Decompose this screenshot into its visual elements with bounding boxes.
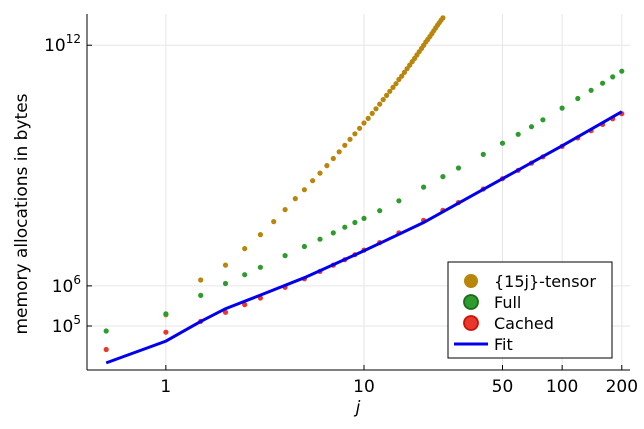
- data-point: [361, 215, 367, 221]
- y-tick-label: 1012: [44, 32, 81, 56]
- data-point: [301, 187, 307, 193]
- y-tick-label: 106: [52, 273, 81, 297]
- y-axis-label: memory allocations in bytes: [12, 93, 32, 334]
- data-point: [271, 219, 277, 225]
- legend-marker: [464, 274, 478, 288]
- data-point: [600, 80, 606, 86]
- data-point: [575, 95, 581, 102]
- tick-labels: 1 10 50 100 200 105 106 1012: [44, 32, 638, 397]
- data-point: [242, 246, 248, 252]
- data-point: [324, 163, 330, 169]
- data-point: [352, 219, 358, 226]
- legend-label: Full: [494, 293, 521, 312]
- legend-marker: [463, 315, 479, 331]
- data-point: [317, 170, 323, 176]
- x-tick-label: 50: [492, 377, 514, 397]
- data-point: [242, 302, 248, 308]
- data-point: [198, 292, 204, 298]
- data-point: [440, 15, 446, 21]
- data-point: [282, 207, 288, 213]
- legend-label: Cached: [494, 314, 554, 333]
- data-point: [515, 131, 521, 137]
- data-point: [440, 174, 446, 180]
- data-point: [387, 88, 393, 94]
- plot-area: [103, 15, 625, 365]
- legend-box: [447, 261, 613, 359]
- data-point: [540, 117, 546, 123]
- data-point: [282, 253, 288, 259]
- data-point: [610, 74, 616, 80]
- x-axis-label: j: [354, 398, 361, 418]
- data-point: [336, 149, 342, 155]
- data-point: [619, 68, 625, 74]
- data-point: [222, 262, 229, 268]
- data-point: [369, 110, 375, 116]
- x-tick-label: 100: [546, 377, 578, 397]
- legend-marker: [463, 294, 479, 310]
- data-point: [222, 280, 229, 287]
- data-point: [480, 151, 486, 157]
- data-point: [257, 264, 263, 270]
- legend: {15j}-tensor Full Cached Fit: [447, 261, 613, 359]
- data-point: [242, 272, 248, 278]
- series-1: [103, 68, 625, 334]
- data-point: [163, 329, 169, 335]
- data-point: [257, 232, 263, 238]
- data-point: [103, 328, 109, 334]
- data-point: [401, 69, 407, 75]
- data-point: [404, 66, 410, 72]
- axes: [86, 14, 630, 371]
- data-point: [396, 198, 402, 204]
- legend-label: {15j}-tensor: [494, 272, 596, 291]
- data-point: [377, 101, 383, 107]
- data-point: [559, 105, 565, 111]
- series-3: [105, 110, 623, 365]
- y-tick-label: 105: [52, 313, 81, 337]
- data-point: [347, 136, 353, 142]
- data-point: [393, 81, 399, 87]
- x-tick-label: 10: [353, 377, 375, 397]
- data-point: [588, 87, 594, 93]
- data-point: [361, 120, 367, 126]
- data-point: [103, 346, 109, 353]
- data-point: [380, 97, 386, 103]
- data-point: [301, 243, 307, 250]
- data-point: [455, 165, 462, 171]
- data-point: [365, 115, 371, 121]
- data-point: [390, 84, 396, 90]
- data-point: [499, 140, 506, 146]
- data-point: [384, 92, 390, 98]
- series-0: [163, 15, 446, 318]
- legend-label: Fit: [494, 335, 513, 354]
- data-point: [377, 208, 383, 214]
- data-point: [198, 277, 204, 283]
- data-point: [292, 196, 298, 202]
- data-point: [357, 125, 363, 131]
- data-point: [421, 184, 427, 190]
- data-point: [163, 311, 169, 317]
- x-tick-label: 1: [160, 377, 171, 397]
- data-point: [330, 155, 336, 162]
- data-point: [528, 124, 535, 130]
- data-point: [373, 106, 379, 112]
- data-point: [352, 131, 358, 137]
- fit-line: [105, 110, 623, 365]
- data-point: [399, 73, 405, 79]
- data-point: [317, 236, 323, 242]
- data-point: [310, 178, 316, 184]
- data-point: [330, 230, 336, 236]
- x-tick-label: 200: [606, 377, 638, 397]
- data-point: [342, 142, 348, 148]
- data-point: [342, 224, 348, 230]
